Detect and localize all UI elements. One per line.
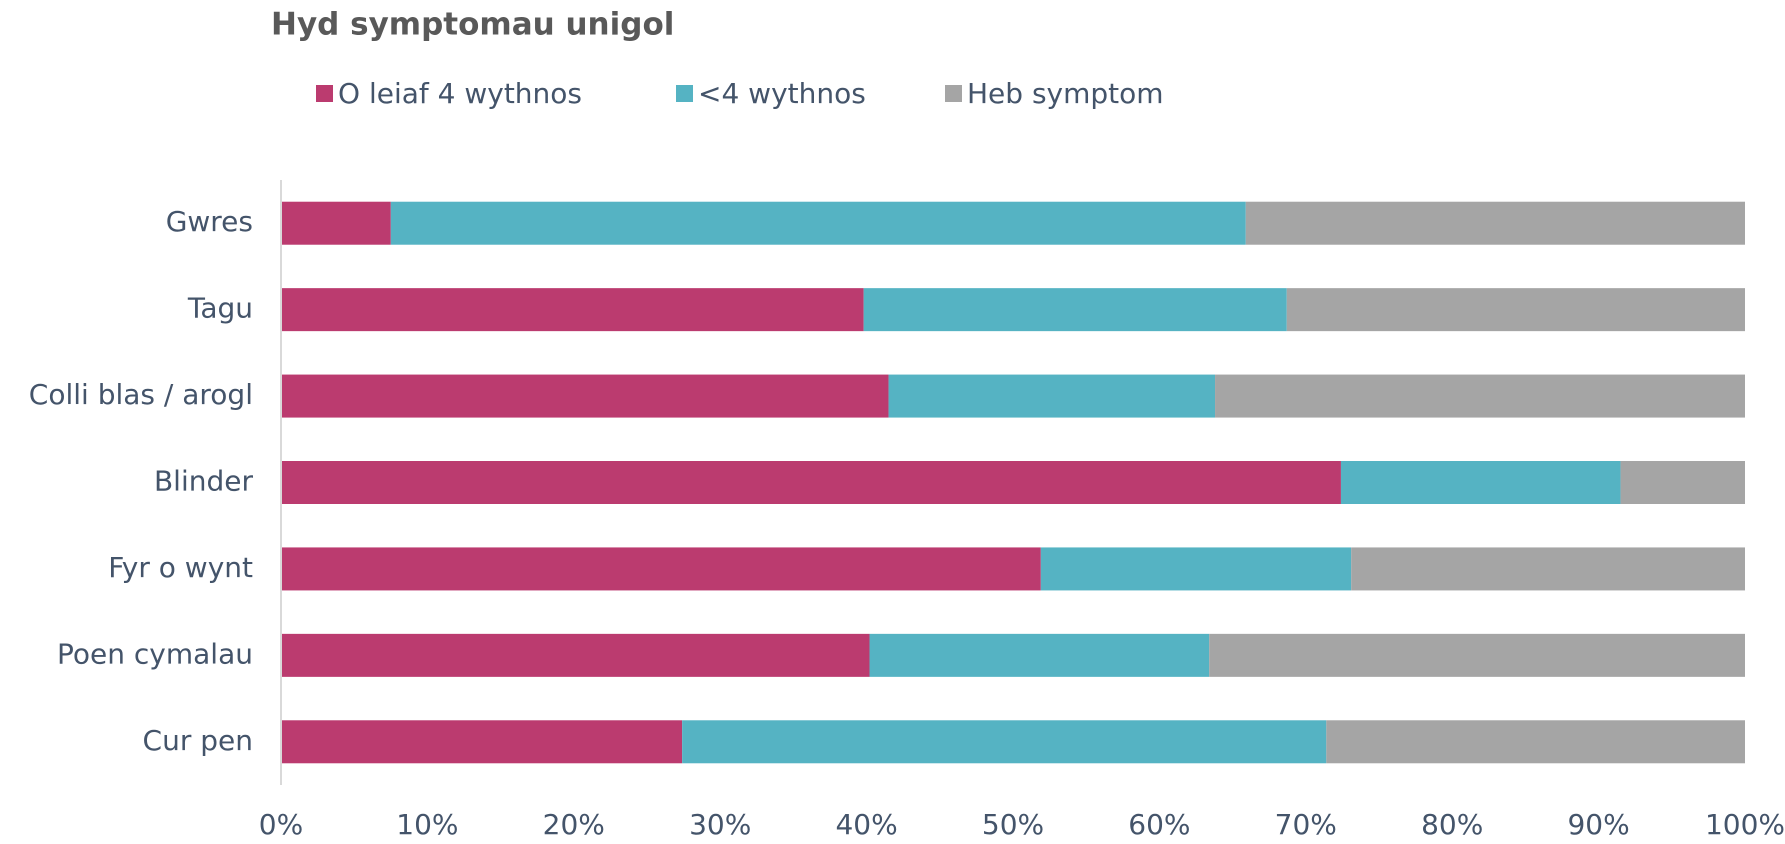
bar-segment: [1286, 288, 1745, 332]
bar-segment: [1326, 720, 1745, 764]
x-tick-label: 30%: [689, 808, 751, 841]
bar-segment: [281, 201, 391, 245]
y-tick-label: Tagu: [187, 292, 253, 325]
chart-title: Hyd symptomau unigol: [271, 7, 674, 43]
x-tick-label: 60%: [1128, 808, 1190, 841]
legend-swatch: [676, 85, 693, 102]
legend-swatch: [945, 85, 962, 102]
bar-segment: [1215, 374, 1745, 418]
bar-segment: [281, 633, 870, 677]
legend-label: Heb symptom: [967, 77, 1164, 110]
bar-segment: [281, 547, 1041, 591]
bar-segment: [1209, 633, 1745, 677]
bar-segment: [1040, 547, 1352, 591]
bar-segment: [281, 374, 889, 418]
y-tick-label: Blinder: [154, 465, 254, 498]
bar-segment: [888, 374, 1216, 418]
y-tick-label: Fyr o wynt: [108, 551, 253, 584]
bar-segment: [281, 720, 683, 764]
y-tick-label: Poen cymalau: [57, 637, 253, 670]
x-tick-label: 40%: [835, 808, 897, 841]
x-tick-label: 100%: [1705, 808, 1785, 841]
x-tick-label: 80%: [1421, 808, 1483, 841]
bar-segment: [1351, 547, 1745, 591]
bar-segment: [281, 288, 864, 332]
legend-label: O leiaf 4 wythnos: [338, 77, 582, 110]
bar-segment: [682, 720, 1327, 764]
bar-segment: [1340, 461, 1621, 504]
x-tick-label: 90%: [1567, 808, 1629, 841]
x-tick-label: 70%: [1275, 808, 1337, 841]
x-tick-label: 10%: [396, 808, 458, 841]
y-tick-label: Cur pen: [143, 724, 253, 757]
bar-segment: [390, 201, 1246, 245]
legend-swatch: [316, 85, 333, 102]
y-tick-label: Gwres: [166, 205, 253, 238]
bar-segment: [869, 633, 1210, 677]
bar-segment: [1620, 461, 1745, 504]
bar-segment: [281, 461, 1341, 504]
bar-segment: [863, 288, 1287, 332]
x-tick-label: 20%: [543, 808, 605, 841]
y-tick-label: Colli blas / arogl: [29, 378, 253, 411]
x-tick-label: 0%: [259, 808, 303, 841]
legend-label: <4 wythnos: [698, 77, 866, 110]
x-tick-label: 50%: [982, 808, 1044, 841]
bar-segment: [1245, 201, 1745, 245]
